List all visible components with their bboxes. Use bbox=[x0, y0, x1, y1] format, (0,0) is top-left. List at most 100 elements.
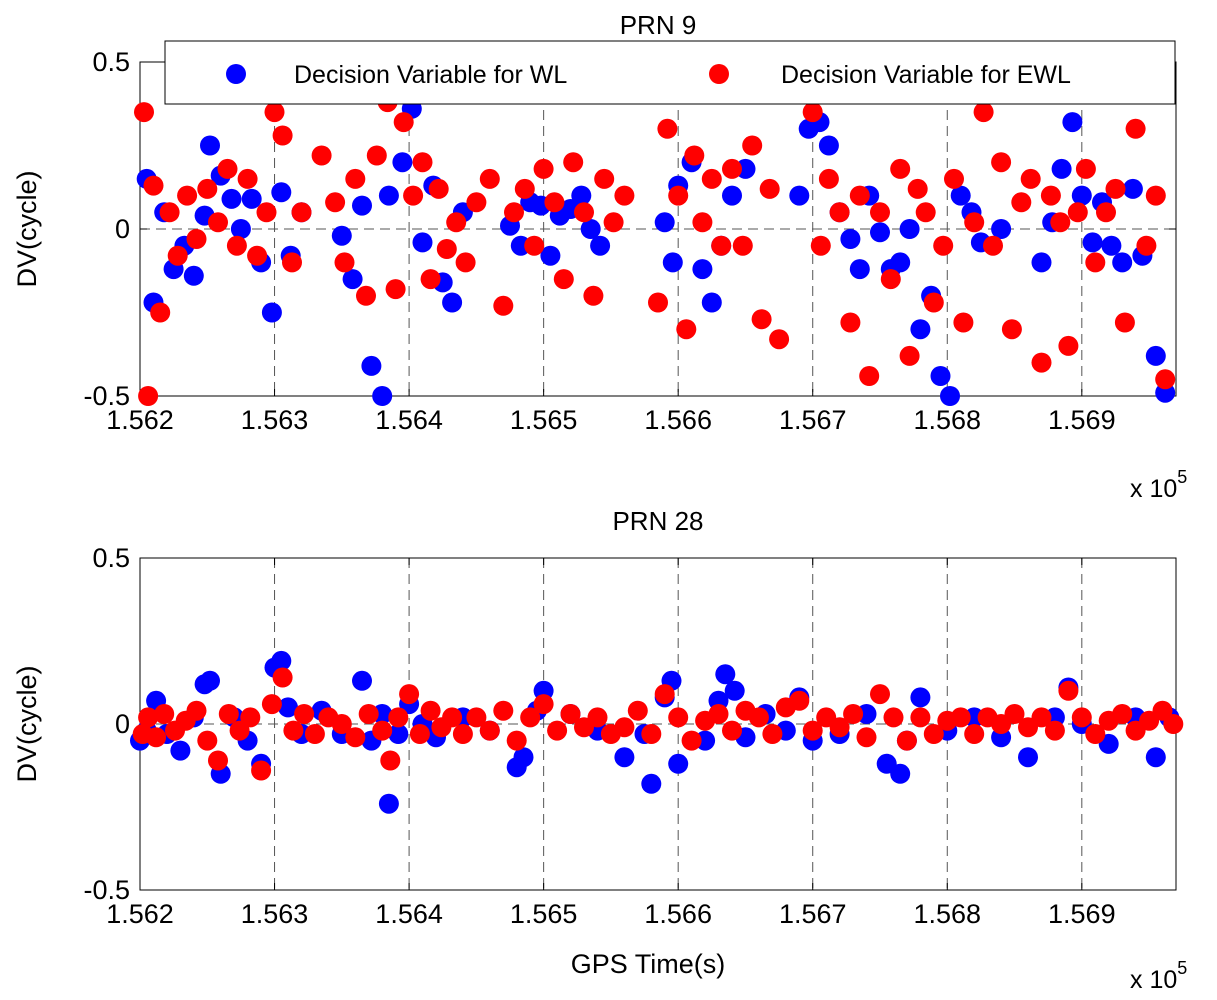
legend-marker-ewl bbox=[709, 64, 729, 84]
wl-point bbox=[1062, 112, 1083, 133]
ewl-point bbox=[264, 102, 285, 123]
ewl-point bbox=[533, 158, 554, 179]
ewl-point bbox=[802, 102, 823, 123]
ewl-point bbox=[711, 235, 732, 256]
wl-point bbox=[442, 292, 463, 313]
wl-point bbox=[513, 747, 534, 768]
data-points bbox=[134, 92, 1176, 406]
ewl-point bbox=[1096, 202, 1116, 223]
chart-title: PRN 28 bbox=[612, 506, 703, 536]
ewl-point bbox=[953, 312, 974, 333]
wl-point bbox=[331, 225, 352, 246]
ewl-point bbox=[614, 717, 635, 738]
wl-point bbox=[692, 259, 713, 280]
wl-point bbox=[378, 793, 399, 814]
x-tick-label: 1.567 bbox=[779, 899, 847, 929]
ewl-point bbox=[282, 252, 302, 273]
ewl-point bbox=[991, 152, 1012, 173]
x-tick-label: 1.562 bbox=[106, 405, 174, 435]
ewl-point bbox=[197, 730, 218, 751]
ewl-point bbox=[283, 720, 304, 741]
ewl-point bbox=[138, 386, 159, 406]
ewl-point bbox=[627, 700, 648, 721]
wl-point bbox=[378, 185, 399, 206]
x-tick-label: 1.568 bbox=[913, 405, 981, 435]
ewl-point bbox=[684, 145, 705, 166]
ewl-point bbox=[325, 192, 346, 213]
x-tick-label: 1.563 bbox=[241, 405, 309, 435]
ewl-point bbox=[751, 309, 772, 330]
ewl-point bbox=[159, 202, 180, 223]
wl-point bbox=[910, 319, 931, 340]
x-tick-label: 1.564 bbox=[375, 899, 443, 929]
ewl-point bbox=[452, 724, 473, 744]
ewl-point bbox=[1112, 704, 1133, 724]
y-axis-label: DV(cycle) bbox=[12, 665, 42, 782]
wl-point bbox=[1145, 747, 1166, 768]
y-tick-label: 0.5 bbox=[92, 47, 130, 77]
legend-label-wl: Decision Variable for WL bbox=[294, 61, 567, 89]
ewl-point bbox=[385, 279, 406, 300]
wl-point bbox=[991, 219, 1012, 239]
legend-label-ewl: Decision Variable for EWL bbox=[781, 61, 1071, 89]
y-tick-label: 0 bbox=[115, 709, 130, 739]
ewl-point bbox=[910, 707, 931, 728]
ewl-point bbox=[668, 707, 689, 728]
ewl-point bbox=[146, 727, 167, 748]
ewl-point bbox=[810, 235, 831, 256]
ewl-point bbox=[1114, 312, 1135, 333]
wl-point bbox=[352, 670, 372, 691]
wl-point bbox=[715, 664, 736, 685]
ewl-point bbox=[1050, 212, 1071, 233]
wl-point bbox=[840, 229, 861, 249]
ewl-point bbox=[880, 269, 901, 290]
ewl-point bbox=[420, 269, 441, 290]
ewl-point bbox=[614, 185, 635, 206]
ewl-point bbox=[409, 724, 430, 744]
wl-point bbox=[910, 687, 931, 708]
wl-point bbox=[221, 188, 242, 209]
ewl-point bbox=[294, 704, 315, 724]
chart-title: PRN 9 bbox=[620, 10, 697, 40]
ewl-point bbox=[506, 730, 527, 751]
ewl-point bbox=[1163, 714, 1184, 734]
ewl-point bbox=[829, 202, 850, 223]
wl-point bbox=[361, 355, 382, 376]
legend-marker-wl bbox=[226, 64, 246, 84]
legend-box bbox=[164, 40, 1176, 105]
wl-point bbox=[412, 232, 433, 253]
wl-point bbox=[183, 265, 204, 286]
ewl-point bbox=[762, 724, 783, 744]
wl-point bbox=[890, 252, 911, 273]
wl-point bbox=[890, 763, 911, 784]
wl-point bbox=[668, 753, 689, 774]
ewl-point bbox=[251, 760, 272, 781]
ewl-point bbox=[331, 714, 352, 734]
ewl-point bbox=[648, 292, 668, 313]
ewl-point bbox=[226, 235, 247, 256]
ewl-point bbox=[915, 202, 936, 223]
ewl-point bbox=[789, 690, 810, 711]
legend: Decision Variable for WL Decision Variab… bbox=[164, 40, 1176, 105]
ewl-point bbox=[1040, 185, 1061, 206]
ewl-point bbox=[218, 704, 239, 724]
ewl-point bbox=[533, 694, 554, 715]
ewl-point bbox=[345, 168, 366, 189]
ewl-point bbox=[547, 720, 568, 741]
wl-point bbox=[789, 185, 810, 206]
ewl-point bbox=[708, 704, 729, 724]
ewl-point bbox=[907, 178, 928, 199]
ewl-point bbox=[1085, 252, 1106, 273]
ewl-point bbox=[544, 192, 565, 213]
x-tick-label: 1.566 bbox=[644, 899, 712, 929]
ewl-point bbox=[372, 720, 393, 741]
wl-point bbox=[1122, 178, 1143, 199]
x-multiplier: x 105 bbox=[1130, 467, 1187, 503]
ewl-point bbox=[964, 724, 985, 744]
ewl-point bbox=[240, 707, 261, 728]
ewl-point bbox=[520, 707, 541, 728]
ewl-point bbox=[742, 135, 763, 156]
ewl-point bbox=[261, 694, 282, 715]
ewl-point bbox=[420, 700, 441, 721]
ewl-point bbox=[138, 707, 159, 728]
